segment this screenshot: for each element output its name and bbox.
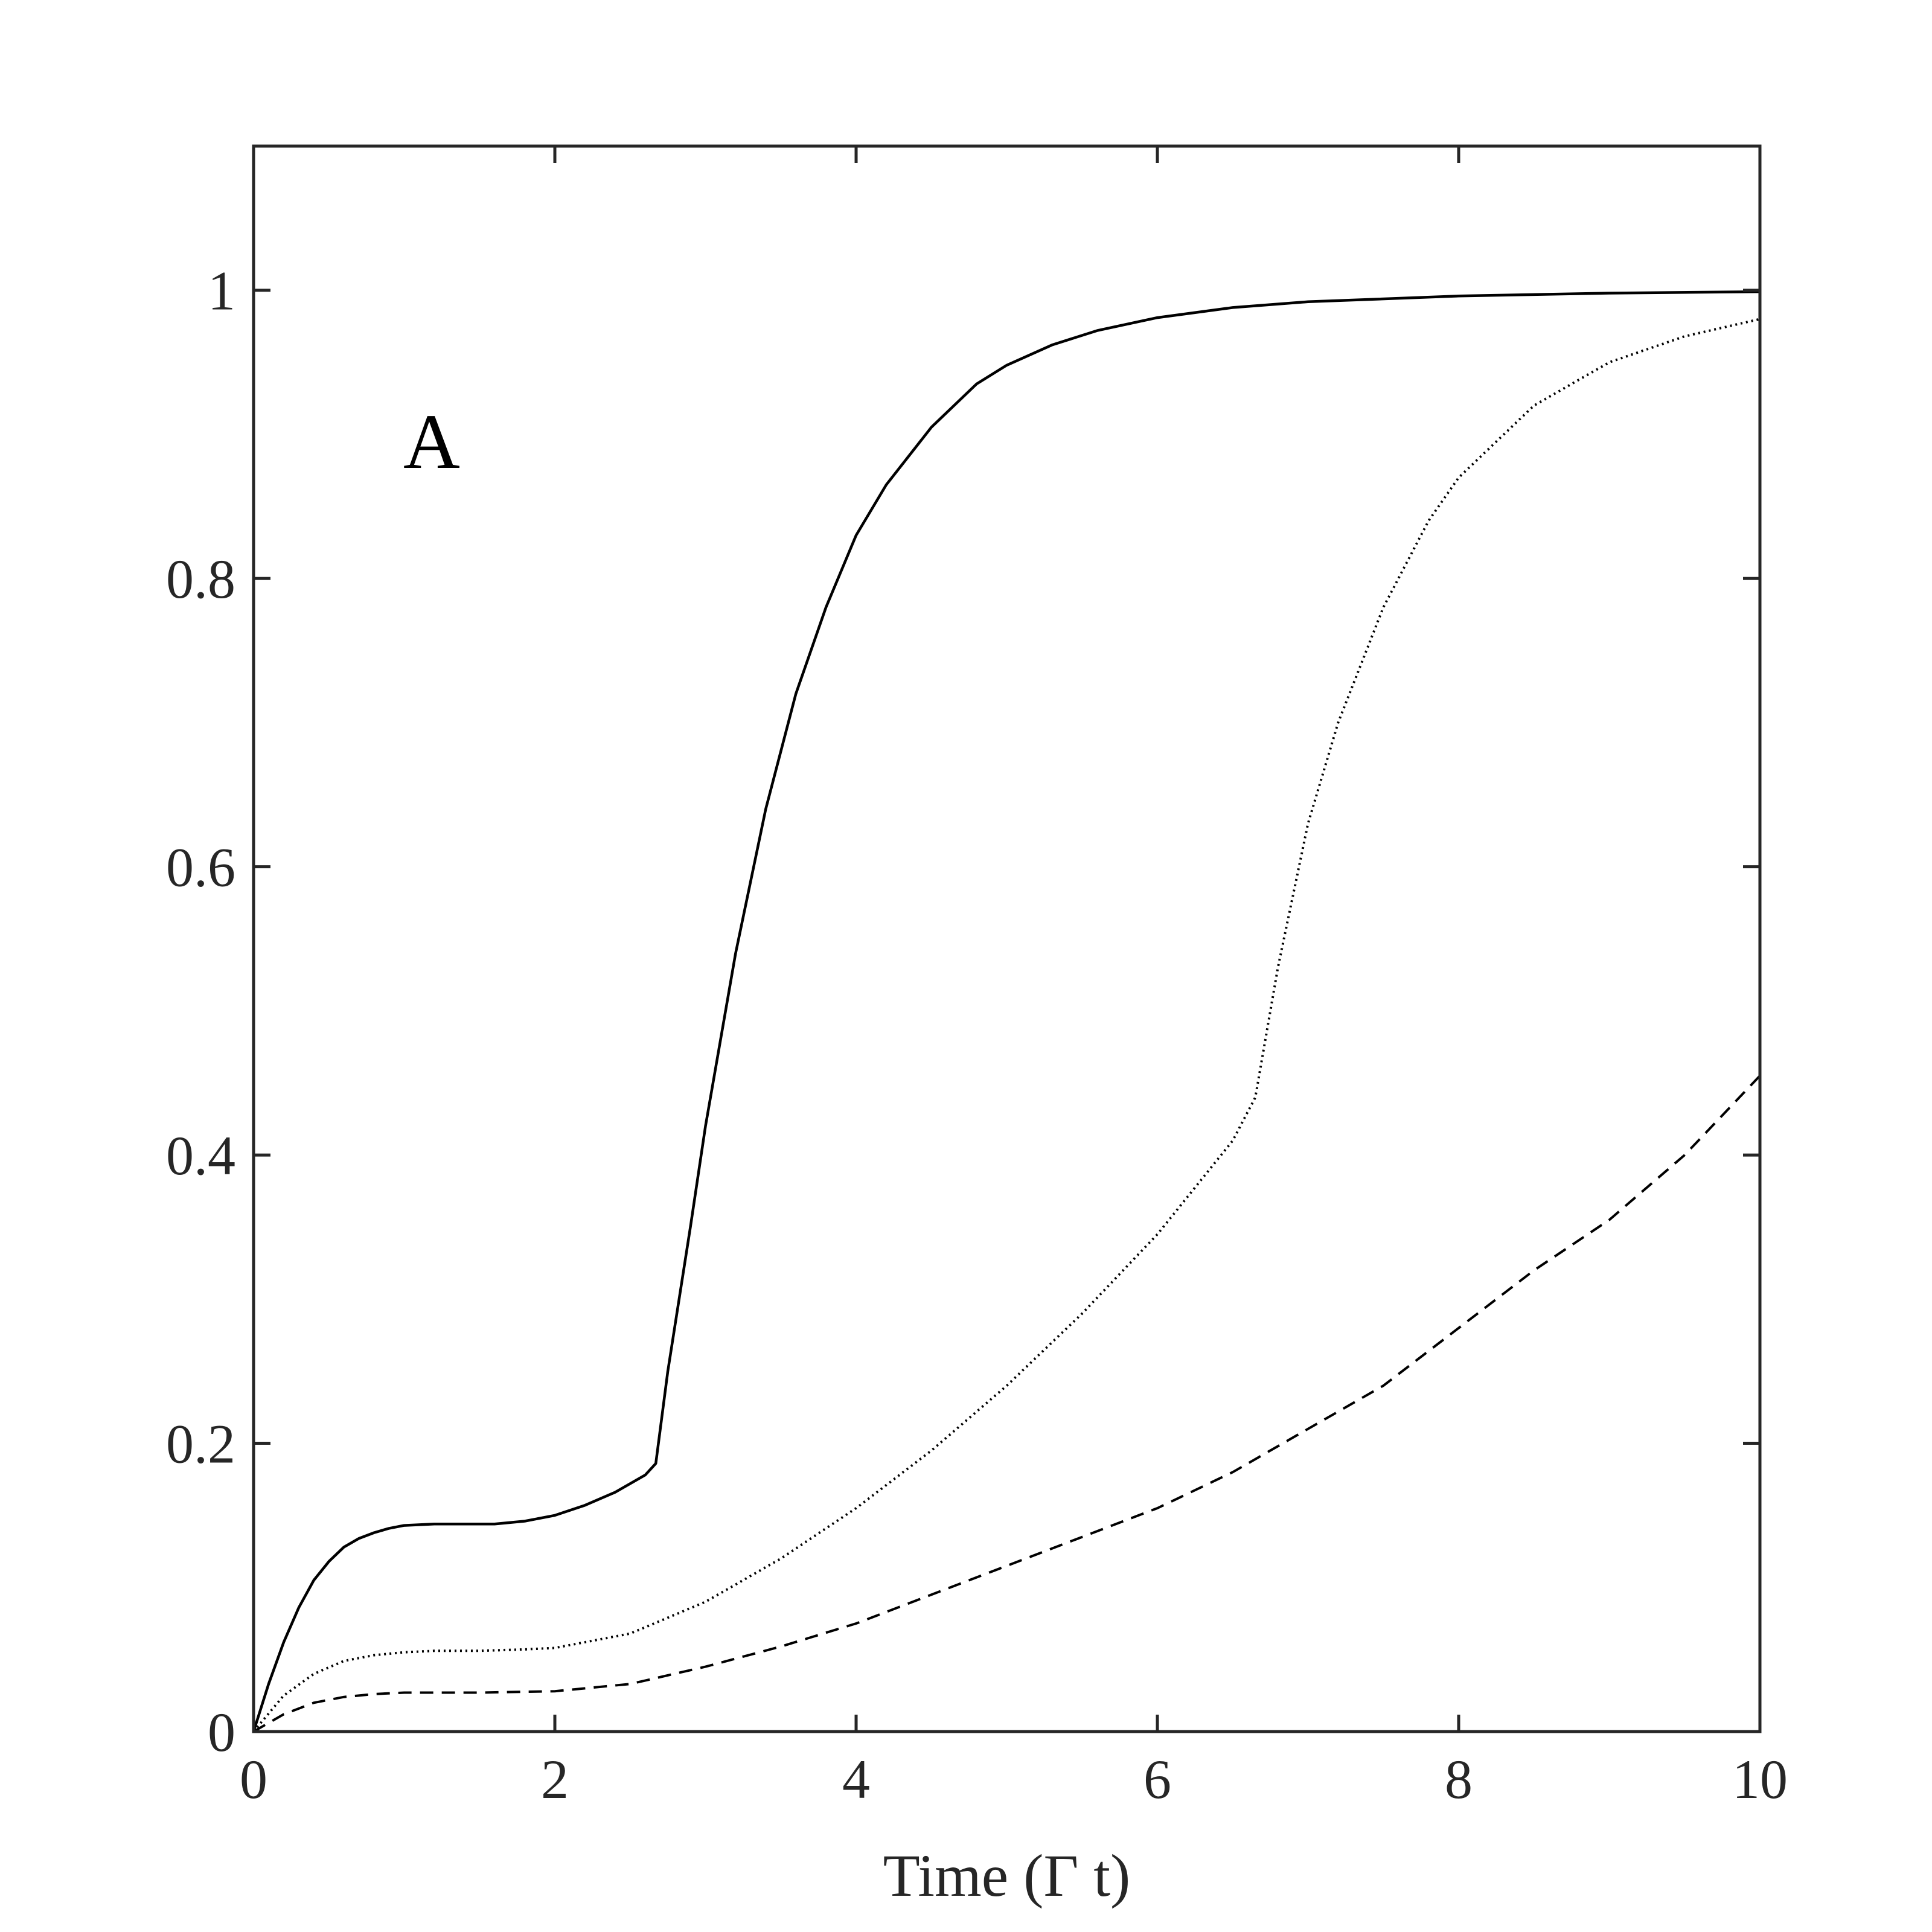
x-axis-title: Time (Γ t)	[883, 1842, 1131, 1909]
panel-label: A	[403, 398, 460, 485]
y-tick-label: 1	[208, 260, 235, 322]
series-layer	[252, 290, 1761, 1733]
y-tick-label: 0.6	[166, 837, 235, 898]
labels-layer: 0 2 4 6 8 10 0 0.2 0.4 0.6 0.8 1	[166, 260, 1788, 1810]
y-tick-label: 0.2	[166, 1413, 235, 1475]
series-line-dashed	[253, 1075, 1761, 1733]
x-tick-label: 2	[541, 1748, 569, 1810]
x-tick-label: 4	[842, 1748, 870, 1810]
series-line-solid	[252, 290, 1761, 1732]
x-tick-label: 0	[240, 1748, 267, 1810]
x-tick-label: 8	[1445, 1748, 1473, 1810]
y-tick-label: 0	[208, 1701, 235, 1763]
plot-frame	[252, 144, 1762, 1733]
x-tick-label: 6	[1144, 1748, 1171, 1810]
x-tick-label: 10	[1732, 1748, 1788, 1810]
y-tick-label: 0.4	[166, 1125, 235, 1186]
y-tick-label: 0.8	[166, 548, 235, 610]
